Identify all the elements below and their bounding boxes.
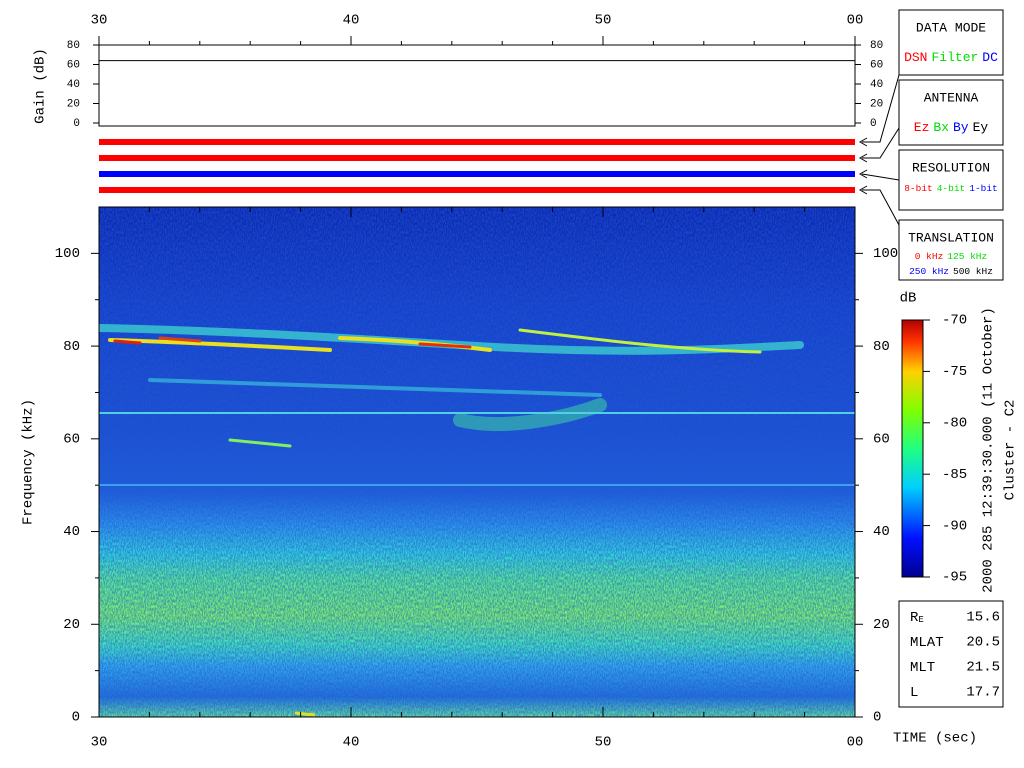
ephemeris-value: 21.5: [966, 660, 1000, 676]
mode-bar: [99, 155, 855, 161]
legend-item: Filter: [931, 50, 978, 65]
y-tick-label: 20: [63, 617, 80, 633]
x-tick-label: 40: [343, 735, 360, 751]
legend-item: Ez: [914, 120, 930, 135]
spectrogram-frame: [98, 206, 856, 718]
legend-item: DC: [982, 50, 998, 65]
y-tick-label: 80: [67, 40, 80, 52]
colorbar-tick-label: -95: [942, 570, 967, 586]
legend-title: ANTENNA: [924, 90, 979, 105]
y-tick-label: 100: [873, 246, 898, 262]
gain-axis-label: Gain (dB): [33, 48, 49, 124]
y-tick-label: 80: [63, 339, 80, 355]
colorbar-label: dB: [900, 291, 917, 307]
gain-frame: [98, 44, 856, 127]
x-tick-label: 50: [595, 735, 612, 751]
legend-item: 125 kHz: [947, 251, 987, 262]
x-tick-label: 00: [847, 13, 864, 29]
ephemeris-value: 20.5: [966, 635, 1000, 651]
legend-item: Ey: [973, 120, 989, 135]
y-tick-label: 0: [870, 118, 877, 130]
ephemeris-label-sub: E: [918, 615, 923, 625]
legend-item: 1-bit: [969, 183, 998, 194]
colorbar-tick-label: -80: [942, 416, 967, 432]
legend-item: Bx: [933, 120, 949, 135]
colorbar-tick-label: -90: [942, 518, 967, 534]
x-tick-label: 40: [343, 13, 360, 29]
caption: Cluster - C2: [1003, 400, 1019, 501]
y-tick-label: 60: [870, 59, 883, 71]
y-tick-label: 60: [63, 432, 80, 448]
y-tick-label: 20: [67, 98, 80, 110]
legend-item: By: [953, 120, 969, 135]
legend-title: TRANSLATION: [908, 230, 994, 245]
legend-box: [898, 9, 1004, 76]
ephemeris-value: 15.6: [966, 610, 1000, 626]
y-tick-label: 0: [72, 710, 80, 726]
legend-title: RESOLUTION: [912, 160, 990, 175]
x-tick-label: 00: [847, 735, 864, 751]
legend-row: 8-bit 4-bit 1-bit: [904, 183, 998, 194]
y-tick-label: 40: [67, 79, 80, 91]
legend-box: [898, 219, 1004, 281]
frequency-axis-label: Frequency (kHz): [21, 399, 37, 525]
legend-item: DSN: [904, 50, 927, 65]
legend-item: 500 kHz: [953, 266, 993, 277]
x-tick-label: 30: [91, 735, 108, 751]
x-axis-label: TIME (sec): [893, 731, 977, 747]
ephemeris-box: [898, 600, 1004, 708]
y-tick-label: 20: [873, 617, 890, 633]
y-tick-label: 60: [873, 432, 890, 448]
legend-item: 0 kHz: [915, 251, 944, 262]
colorbar-tick-label: -75: [942, 364, 967, 380]
y-tick-label: 0: [73, 118, 80, 130]
x-tick-label: 50: [595, 13, 612, 29]
x-tick-label: 30: [91, 13, 108, 29]
legend-item: 250 kHz: [909, 266, 949, 277]
ephemeris-label-text: L: [910, 685, 918, 701]
legend-box: [898, 79, 1004, 146]
colorbar: [901, 319, 924, 578]
legend-title: DATA MODE: [916, 20, 986, 35]
y-tick-label: 80: [870, 40, 883, 52]
y-tick-label: 60: [67, 59, 80, 71]
y-tick-label: 40: [63, 524, 80, 540]
ephemeris-label: MLAT: [910, 635, 944, 651]
legend-row: Ez Bx By Ey: [914, 120, 989, 135]
spectrogram-image: [99, 207, 855, 717]
ephemeris-label: L: [910, 685, 918, 701]
mode-bar: [99, 139, 855, 145]
legend-box: [898, 149, 1004, 211]
ephemeris-label: RE: [910, 610, 924, 626]
legend-row: 250 kHz 500 kHz: [909, 266, 993, 277]
y-tick-label: 40: [873, 524, 890, 540]
legend-row: 0 kHz 125 kHz: [915, 251, 987, 262]
ephemeris-label-text: R: [910, 610, 919, 626]
ephemeris-label-text: MLT: [910, 660, 935, 676]
ephemeris-label-text: MLAT: [910, 635, 944, 651]
ephemeris-label: MLT: [910, 660, 935, 676]
mode-bar: [99, 171, 855, 177]
caption: 2000 285 12:39:30.000 (11 October): [981, 307, 997, 593]
ephemeris-value: 17.7: [966, 685, 1000, 701]
legend-item: 4-bit: [937, 183, 966, 194]
mode-bar: [99, 187, 855, 193]
colorbar-tick-label: -70: [942, 313, 967, 329]
legend-item: 8-bit: [904, 183, 933, 194]
y-tick-label: 80: [873, 339, 890, 355]
connectors: [858, 74, 900, 226]
y-tick-label: 20: [870, 98, 883, 110]
y-tick-label: 100: [55, 246, 80, 262]
colorbar-tick-label: -85: [942, 467, 967, 483]
y-tick-label: 0: [873, 710, 881, 726]
y-tick-label: 40: [870, 79, 883, 91]
legend-row: DSN Filter DC: [904, 50, 998, 65]
